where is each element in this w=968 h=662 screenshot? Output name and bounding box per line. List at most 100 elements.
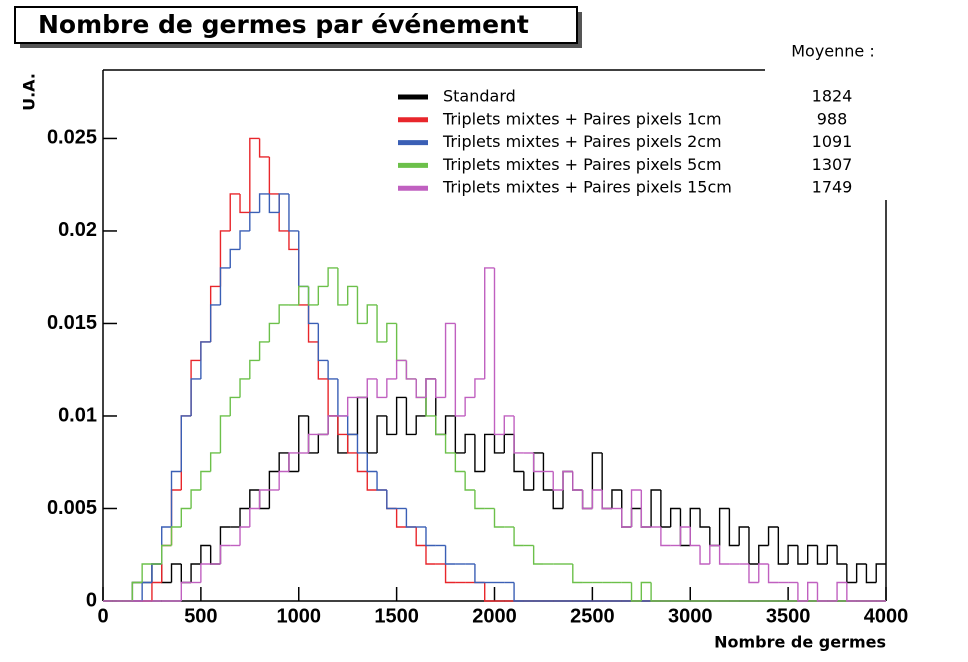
histogram-bin bbox=[190, 378, 201, 416]
legend-title: Moyenne : bbox=[791, 42, 875, 61]
histogram-bin bbox=[209, 452, 221, 472]
histogram-bin bbox=[493, 267, 505, 436]
histogram-bin bbox=[444, 434, 456, 454]
histogram-bin bbox=[699, 545, 710, 565]
histogram-bin bbox=[278, 304, 289, 324]
histogram-bin bbox=[239, 193, 250, 214]
histogram-bin bbox=[229, 248, 241, 268]
histogram-bin bbox=[298, 230, 309, 288]
histogram-bin bbox=[395, 323, 407, 362]
histogram-bin bbox=[268, 470, 280, 509]
histogram-bin bbox=[444, 415, 456, 435]
legend-mean: 1749 bbox=[812, 178, 853, 197]
histogram-bin bbox=[200, 563, 211, 583]
histogram-bin bbox=[298, 249, 309, 306]
histogram-bin bbox=[415, 526, 426, 547]
histogram-bin bbox=[180, 415, 192, 490]
x-tick-label: 1000 bbox=[277, 605, 322, 627]
histogram-bin bbox=[366, 452, 378, 473]
y-tick-label: 0.01 bbox=[58, 404, 97, 426]
histogram-bin bbox=[307, 433, 319, 453]
histogram-bin bbox=[258, 193, 270, 213]
histogram-bin bbox=[346, 433, 358, 453]
histogram-bin bbox=[513, 526, 524, 547]
histogram-bin bbox=[278, 193, 289, 213]
histogram-bin bbox=[484, 267, 495, 379]
y-tick-label: 0.005 bbox=[47, 497, 97, 519]
histogram-bin bbox=[200, 341, 211, 361]
x-tick-label: 4000 bbox=[864, 605, 909, 627]
histogram-bin bbox=[601, 489, 612, 510]
x-tick-label: 3500 bbox=[766, 605, 811, 627]
histogram-bin bbox=[552, 489, 564, 510]
histogram-bin bbox=[258, 489, 270, 510]
histogram-bin bbox=[728, 508, 740, 547]
histogram-bin bbox=[650, 489, 661, 527]
histogram-bin bbox=[435, 378, 446, 399]
histogram-bin bbox=[474, 434, 485, 473]
histogram-bin bbox=[630, 507, 642, 527]
legend-mean: 1307 bbox=[812, 155, 853, 174]
histogram-bin bbox=[454, 323, 466, 417]
x-tick-label: 0 bbox=[97, 605, 108, 627]
histogram-bin bbox=[229, 396, 241, 416]
histogram-bin bbox=[219, 267, 231, 305]
y-tick-label: 0.025 bbox=[47, 127, 97, 149]
histogram-bin bbox=[875, 563, 886, 583]
histogram-bin bbox=[327, 415, 338, 435]
histogram-bin bbox=[249, 211, 260, 231]
legend-label: Triplets mixtes + Paires pixels 5cm bbox=[442, 155, 722, 174]
histogram-bin bbox=[209, 285, 221, 342]
histogram-bin bbox=[337, 267, 348, 306]
histogram-bin bbox=[738, 526, 749, 546]
histogram-bin bbox=[239, 526, 250, 546]
histogram-bin bbox=[415, 378, 426, 399]
histogram-bin bbox=[640, 581, 652, 601]
histogram-bin bbox=[513, 415, 524, 454]
legend-label: Triplets mixtes + Paires pixels 15cm bbox=[442, 178, 732, 197]
histogram-bin bbox=[513, 582, 524, 602]
histogram-bin bbox=[591, 452, 603, 509]
y-tick-label: 0 bbox=[86, 589, 97, 611]
histogram-bin bbox=[581, 489, 593, 510]
histogram-bin bbox=[493, 508, 505, 528]
histogram-bin bbox=[562, 470, 573, 490]
histogram-bin bbox=[826, 544, 838, 564]
histogram-bin bbox=[170, 563, 182, 583]
histogram-bin bbox=[346, 415, 358, 436]
histogram-bin bbox=[209, 545, 221, 565]
histogram-bin bbox=[141, 581, 152, 601]
histogram-bin bbox=[298, 285, 309, 305]
histogram-bin bbox=[807, 581, 818, 601]
histogram-bin bbox=[748, 526, 759, 565]
x-tick-label: 500 bbox=[184, 605, 217, 627]
y-tick-label: 0.015 bbox=[47, 312, 97, 334]
x-axis-label: Nombre de germes bbox=[714, 633, 886, 652]
histogram-bin bbox=[346, 396, 358, 416]
histogram-bin bbox=[767, 526, 779, 546]
histogram-bin bbox=[376, 304, 387, 343]
histogram-bin bbox=[298, 415, 309, 472]
histogram-bin bbox=[621, 489, 632, 528]
histogram-bin bbox=[180, 581, 192, 601]
histogram-bin bbox=[405, 508, 417, 528]
histogram-bin bbox=[405, 360, 417, 380]
histogram-bin bbox=[855, 563, 867, 583]
histogram-bin bbox=[200, 341, 211, 379]
histogram-bin bbox=[816, 545, 828, 565]
histogram-bin bbox=[748, 563, 759, 584]
legend-mean: 1824 bbox=[812, 87, 853, 106]
histogram-bin bbox=[219, 544, 231, 564]
histogram-bin bbox=[405, 360, 417, 380]
histogram-bin bbox=[327, 267, 338, 287]
histogram-bin bbox=[376, 378, 387, 399]
histogram-bin bbox=[268, 193, 280, 214]
histogram-bin bbox=[395, 359, 407, 379]
histogram-bin bbox=[151, 563, 162, 583]
histogram-bin bbox=[464, 396, 475, 416]
histogram-bin bbox=[151, 581, 162, 601]
histogram-bin bbox=[758, 563, 769, 583]
x-tick-label: 2000 bbox=[472, 605, 517, 627]
histogram-bin bbox=[797, 582, 808, 602]
